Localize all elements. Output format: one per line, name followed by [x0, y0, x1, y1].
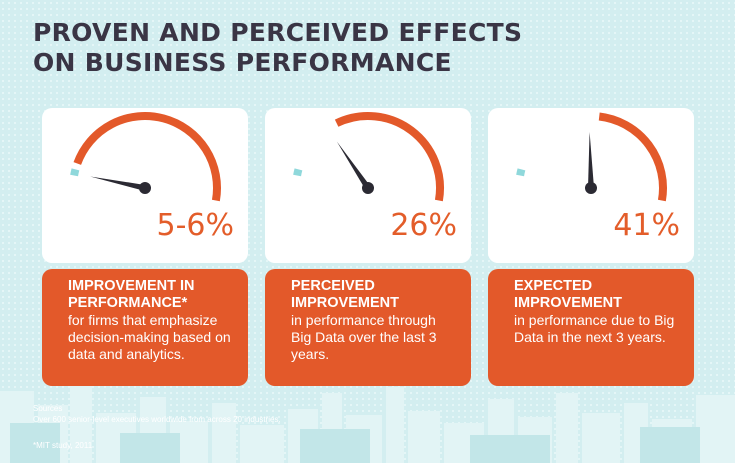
gauge-hub — [585, 182, 597, 194]
description-panel: IMPROVEMENT IN PERFORMANCE* for firms th… — [42, 269, 248, 386]
description-panel: PERCEIVED IMPROVEMENT in performance thr… — [265, 269, 471, 386]
description-text: in performance through Big Data over the… — [291, 312, 437, 362]
gauge-arc-orange — [334, 112, 444, 202]
sources-label: Sources — [33, 404, 63, 413]
card-perceived-improvement: 26% PERCEIVED IMPROVEMENT in performance… — [265, 108, 471, 386]
description-heading: EXPECTED IMPROVEMENT — [514, 278, 622, 311]
page-title: PROVEN AND PERCEIVED EFFECTS ON BUSINESS… — [33, 18, 522, 78]
gauge-arc-orange — [598, 112, 667, 202]
gauge-dial — [293, 112, 444, 202]
gauge-needle — [336, 141, 371, 190]
card-expected-improvement: 41% EXPECTED IMPROVEMENT in performance … — [488, 108, 694, 386]
gauge-hub — [362, 182, 374, 194]
gauge-hub — [139, 182, 151, 194]
gauge-panel: 5-6% — [42, 108, 248, 263]
title-line-2: ON BUSINESS PERFORMANCE — [33, 48, 452, 77]
city-skyline-background — [0, 383, 735, 463]
gauge-panel: 26% — [265, 108, 471, 263]
description-heading: PERCEIVED IMPROVEMENT — [291, 278, 399, 311]
gauge-needle — [588, 132, 594, 189]
description-text: in performance due to Big Data in the ne… — [514, 312, 675, 345]
description-text: for firms that emphasize decision-making… — [68, 312, 231, 362]
gauge-dial — [70, 112, 221, 202]
metric-value: 5-6% — [156, 208, 234, 243]
gauge-arc-blue — [70, 168, 80, 177]
footnote: *MIT study, 2011 — [33, 441, 93, 450]
gauge-panel: 41% — [488, 108, 694, 263]
description-panel: EXPECTED IMPROVEMENT in performance due … — [488, 269, 694, 386]
metric-value: 26% — [390, 208, 457, 243]
description-heading: IMPROVEMENT IN PERFORMANCE* — [68, 278, 195, 311]
sources-block: Sources Over 600 senior-level executives… — [33, 403, 281, 425]
title-line-1: PROVEN AND PERCEIVED EFFECTS — [33, 18, 523, 47]
card-performance-improvement: 5-6% IMPROVEMENT IN PERFORMANCE* for fir… — [42, 108, 248, 386]
metric-value: 41% — [613, 208, 680, 243]
gauge-arc-blue — [293, 168, 303, 177]
gauge-arc-orange — [73, 112, 221, 202]
sources-text: Over 600 senior-level executives worldwi… — [33, 415, 281, 424]
gauge-dial — [516, 112, 667, 202]
gauge-arc-blue — [516, 168, 526, 177]
gauge-needle — [90, 176, 146, 191]
